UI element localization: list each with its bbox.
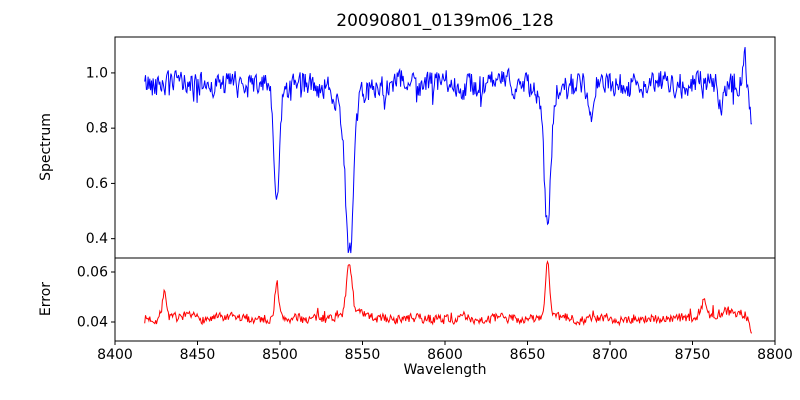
spectrum-axes-frame bbox=[114, 36, 776, 259]
chart-title: 20090801_0139m06_128 bbox=[336, 11, 554, 31]
error-axes-frame bbox=[114, 257, 776, 342]
spectrum-line bbox=[144, 47, 752, 254]
x-axis-label: Wavelength bbox=[403, 362, 487, 378]
x-tick-label: 8700 bbox=[592, 347, 628, 363]
x-tick-label: 8650 bbox=[510, 347, 546, 363]
x-tick-label: 8400 bbox=[97, 347, 133, 363]
x-tick-label: 8550 bbox=[345, 347, 381, 363]
error-panel: 0.04 0.06 8400 8450 8500 8550 8600 8650 8700 8750… bbox=[77, 257, 793, 363]
x-tick-label: 8500 bbox=[262, 347, 298, 363]
error-line bbox=[144, 260, 753, 334]
x-tick-label: 8600 bbox=[427, 347, 463, 363]
error-ytick-label: 0.06 bbox=[77, 265, 108, 281]
error-ytick-label: 0.04 bbox=[77, 315, 108, 331]
spectrum-ytick-label: 1.0 bbox=[86, 65, 108, 81]
spectrum-panel: 0.4 0.6 0.8 1.0 bbox=[86, 36, 776, 259]
x-tick-label: 8800 bbox=[757, 347, 793, 363]
spectrum-ytick-label: 0.6 bbox=[86, 176, 108, 192]
spectrum-ytick-label: 0.8 bbox=[86, 121, 108, 137]
x-tick-label: 8750 bbox=[675, 347, 711, 363]
x-tick-label: 8450 bbox=[180, 347, 216, 363]
spectrum-ytick-label: 0.4 bbox=[86, 231, 108, 247]
